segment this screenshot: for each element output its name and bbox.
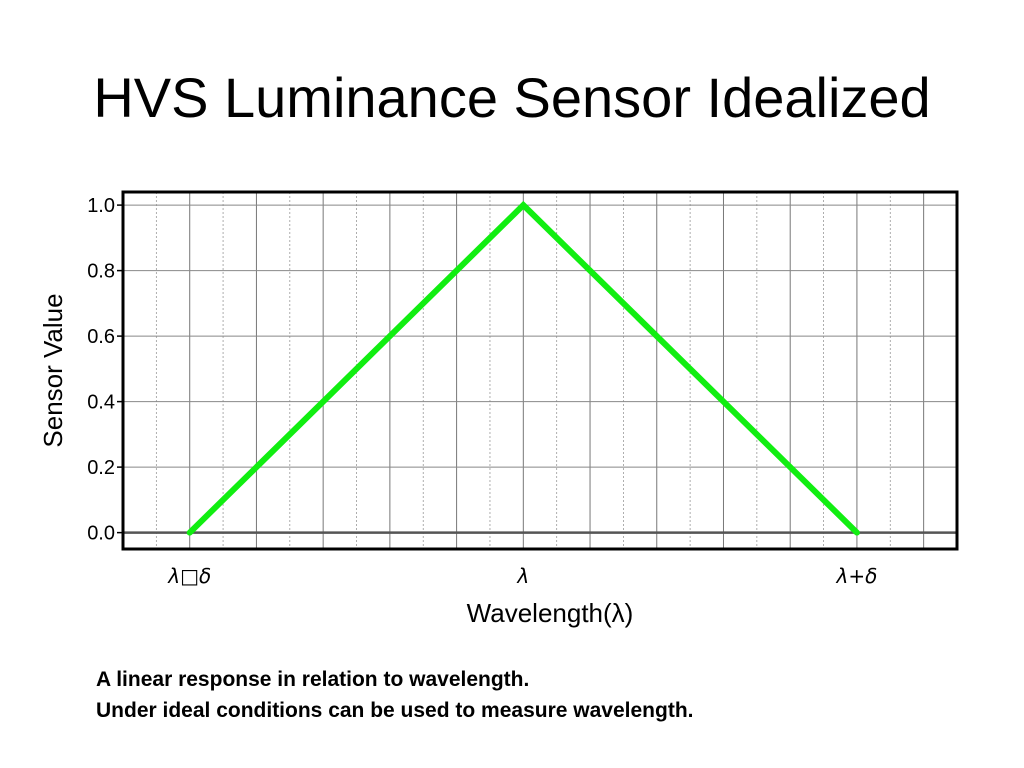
grid (123, 192, 957, 549)
caption-line-2: Under ideal conditions can be used to me… (96, 699, 694, 722)
x-axis-label: Wavelength(λ) (467, 598, 634, 628)
y-tick-label: 0.2 (87, 457, 115, 479)
series-line (186, 200, 860, 536)
caption-line-1: A linear response in relation to wavelen… (96, 668, 530, 691)
series-layer (186, 200, 860, 536)
x-tick-label: λ+δ (835, 564, 877, 588)
y-tick-label: 0.4 (87, 392, 115, 414)
plot-frame (121, 190, 959, 551)
slide-title: HVS Luminance Sensor Idealized (93, 66, 931, 129)
x-tick-label: λ□δ (167, 564, 211, 588)
y-tick-label: 0.8 (87, 261, 115, 283)
y-tick-labels: 0.0 0.2 0.4 0.6 0.8 1.0 (87, 195, 123, 545)
x-tick-label: λ (516, 564, 529, 588)
y-tick-label: 0.6 (87, 326, 115, 348)
x-tick-labels: λ□δ λ λ+δ (167, 564, 877, 588)
y-axis-label: Sensor Value (38, 293, 68, 447)
y-tick-label: 1.0 (87, 195, 115, 217)
y-tick-label: 0.0 (87, 523, 115, 545)
